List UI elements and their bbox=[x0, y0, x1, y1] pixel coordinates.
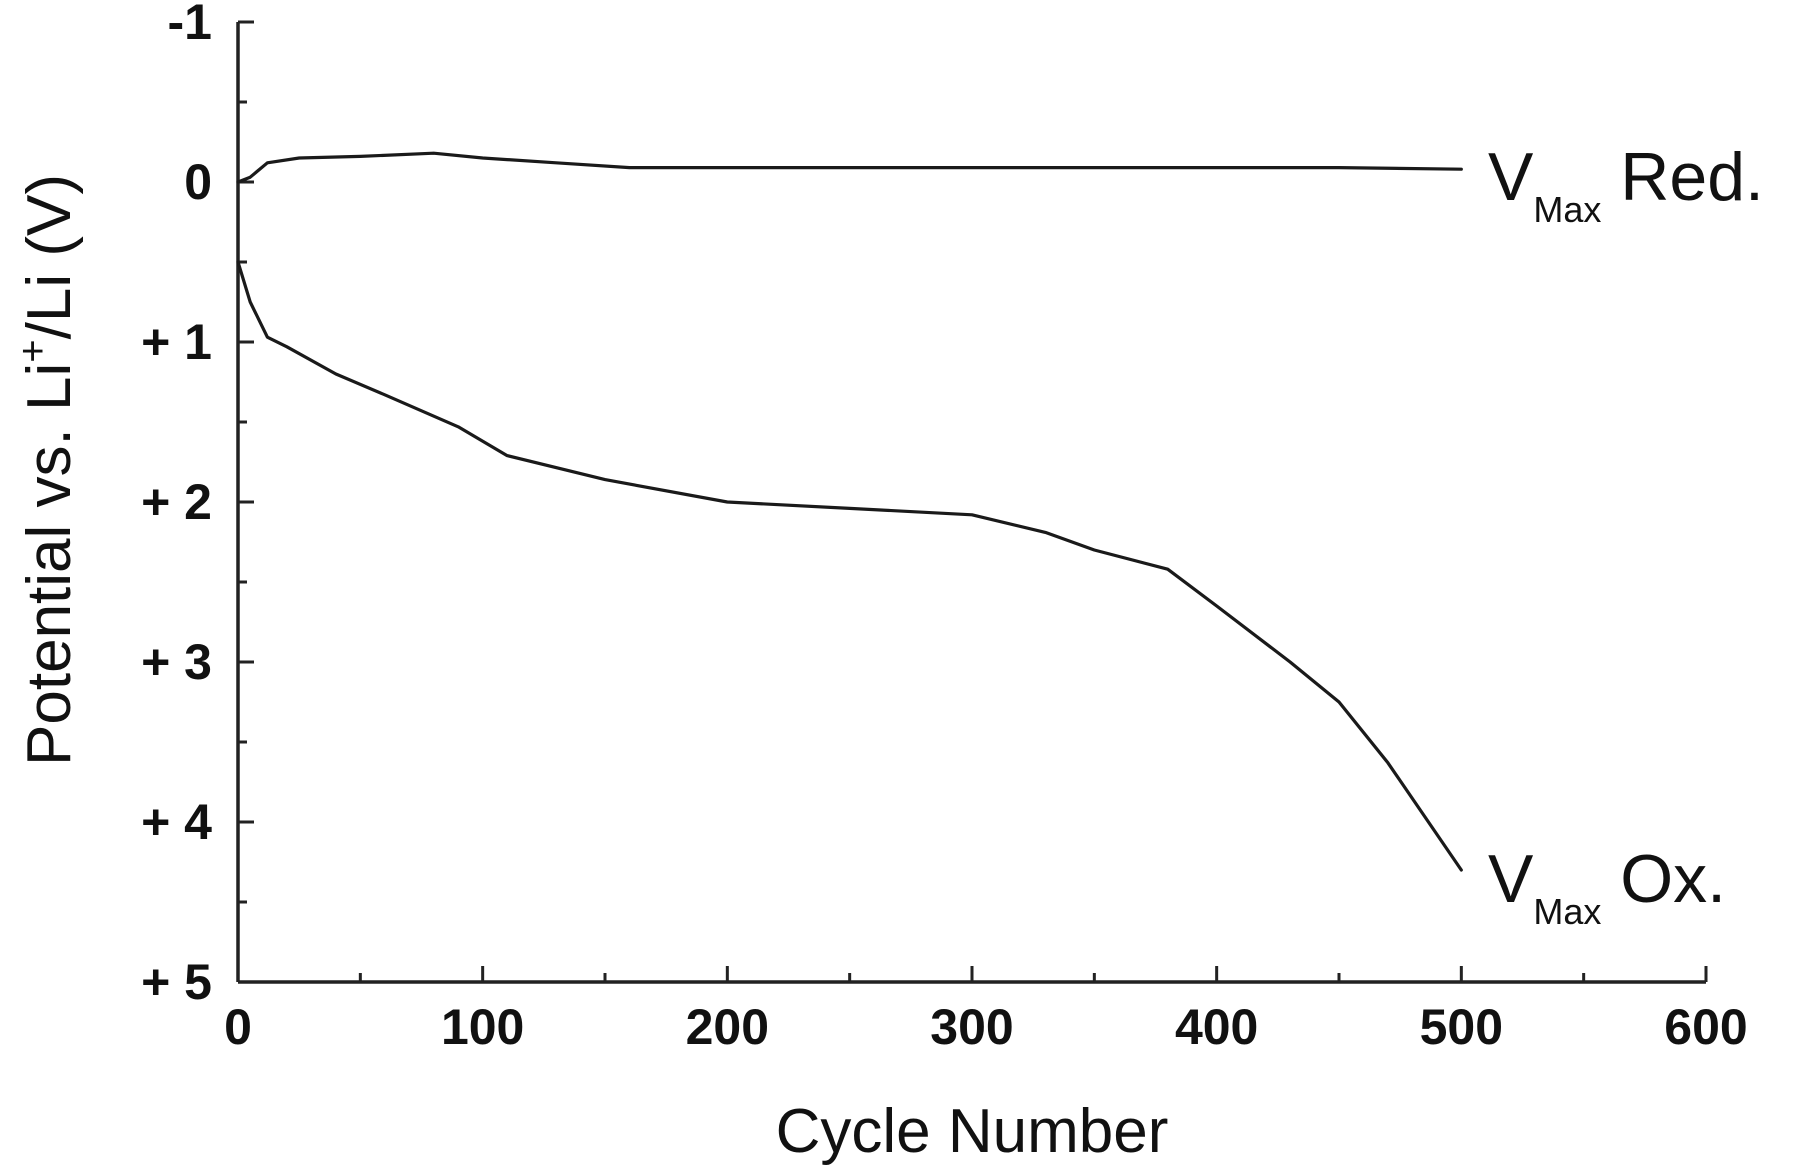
series-label-red-main: V bbox=[1488, 139, 1534, 215]
y-tick-label: + 5 bbox=[141, 954, 212, 1010]
series-label-red-sub: Max bbox=[1533, 189, 1601, 230]
series-label-ox-sub: Max bbox=[1533, 891, 1601, 932]
series-label-red-suffix: Red. bbox=[1601, 139, 1764, 215]
y-tick-label: + 2 bbox=[141, 474, 212, 530]
series bbox=[236, 151, 1463, 872]
series-label-ox-suffix: Ox. bbox=[1601, 841, 1726, 917]
x-tick-label: 0 bbox=[224, 999, 252, 1055]
x-tick-label: 600 bbox=[1664, 999, 1747, 1055]
series-line-vmax-red bbox=[236, 151, 1463, 184]
x-axis-title: Cycle Number bbox=[776, 1097, 1169, 1166]
x-tick-label: 300 bbox=[930, 999, 1013, 1055]
y-axis-title-superscript: + bbox=[11, 339, 55, 362]
x-tick-label: 500 bbox=[1420, 999, 1503, 1055]
y-axis-title-prefix: Potential vs. Li bbox=[15, 363, 84, 766]
series-label-ox-main: V bbox=[1488, 841, 1534, 917]
y-tick-label: + 3 bbox=[141, 634, 212, 690]
y-tick-label: + 1 bbox=[141, 314, 212, 370]
y-tick-label: + 4 bbox=[141, 794, 212, 850]
y-axis-title: Potential vs. Li+/Li (V) bbox=[11, 174, 84, 766]
x-tick-label: 100 bbox=[441, 999, 524, 1055]
y-tick-label: 0 bbox=[184, 154, 212, 210]
series-label-red: VMax Red. bbox=[1488, 139, 1764, 230]
series-label-ox: VMax Ox. bbox=[1488, 841, 1726, 932]
x-tick-label: 200 bbox=[686, 999, 769, 1055]
series-line-vmax-ox bbox=[236, 260, 1463, 872]
y-axis-title-suffix: /Li (V) bbox=[15, 174, 84, 339]
y-tick-label: -1 bbox=[168, 0, 212, 50]
x-tick-label: 400 bbox=[1175, 999, 1258, 1055]
ticks: 0 100 200 300 400 500 600 -1 0 + 1 + 2 + 3 + 4 + 5 bbox=[141, 0, 1748, 1055]
